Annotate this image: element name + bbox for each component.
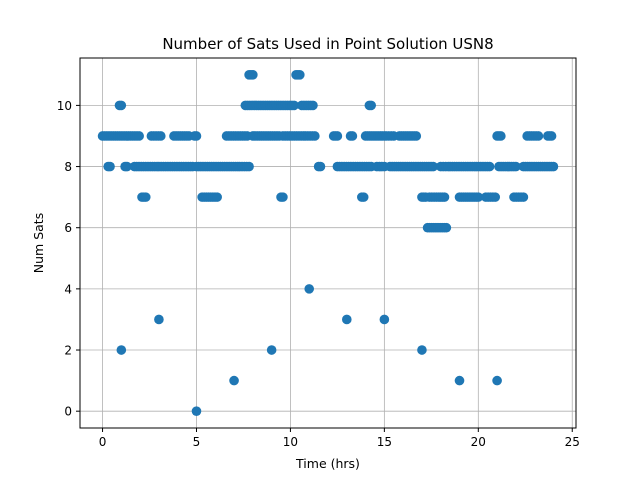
data-point [134, 131, 144, 141]
data-point [304, 284, 315, 294]
data-point [428, 161, 439, 172]
x-axis-label: Time (hrs) [295, 456, 360, 471]
data-point [454, 375, 465, 386]
y-tick-label: 0 [64, 405, 72, 419]
data-point [347, 131, 358, 141]
y-tick-label: 6 [64, 221, 72, 235]
data-point [379, 314, 390, 325]
x-tick-label: 20 [471, 435, 486, 449]
x-axis-ticks: 0 5 10 15 20 25 [99, 428, 580, 449]
data-point [358, 192, 369, 202]
data-point [332, 131, 343, 141]
data-point [116, 345, 127, 355]
data-point [511, 161, 521, 172]
data-point [266, 345, 277, 355]
data-point [518, 192, 529, 202]
data-point [310, 131, 320, 141]
x-tick-label: 25 [565, 435, 580, 449]
data-point [533, 131, 544, 141]
chart-title: Number of Sats Used in Point Solution US… [162, 35, 493, 53]
y-tick-label: 10 [57, 99, 72, 113]
data-point [278, 192, 288, 202]
y-axis-ticks: 0 2 4 6 8 10 [57, 99, 80, 419]
data-point [546, 131, 557, 141]
data-point [289, 100, 299, 111]
data-points [97, 70, 559, 416]
data-point [441, 222, 452, 233]
data-point [154, 314, 164, 325]
data-point [105, 161, 115, 172]
data-point [155, 131, 166, 141]
plot-frame [79, 57, 577, 429]
data-point [122, 161, 132, 172]
x-tick-label: 10 [283, 435, 298, 449]
x-tick-label: 0 [99, 435, 107, 449]
data-point [308, 100, 318, 111]
y-axis-label: Num Sats [31, 213, 46, 273]
data-point [496, 131, 506, 141]
y-tick-label: 4 [64, 282, 72, 296]
data-point [191, 131, 202, 141]
y-tick-label: 8 [64, 160, 72, 174]
data-point [212, 192, 222, 202]
data-point [492, 375, 502, 386]
data-point [295, 70, 305, 80]
data-point [191, 406, 202, 416]
data-point [244, 161, 254, 172]
data-point [411, 131, 422, 141]
x-tick-label: 5 [193, 435, 201, 449]
data-point [315, 161, 326, 172]
data-point [341, 314, 352, 325]
x-tick-label: 15 [377, 435, 392, 449]
data-point [417, 345, 427, 355]
data-point [116, 100, 127, 111]
data-point [140, 192, 151, 202]
data-point [366, 100, 377, 111]
data-point [473, 192, 484, 202]
y-tick-label: 2 [64, 344, 72, 358]
data-point [490, 192, 501, 202]
data-point [248, 70, 258, 80]
data-point [548, 161, 559, 172]
data-point [484, 161, 495, 172]
data-point [439, 192, 450, 202]
data-point [229, 375, 239, 386]
